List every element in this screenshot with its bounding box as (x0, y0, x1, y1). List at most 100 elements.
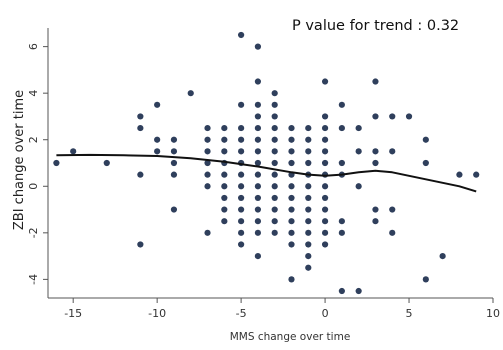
data-point (338, 218, 345, 225)
x-axis-title: MMS change over time (230, 331, 351, 343)
data-point (321, 229, 329, 236)
data-point (271, 183, 278, 190)
data-point (288, 136, 295, 143)
y-tick-label: 6 (27, 43, 40, 50)
data-point (355, 124, 362, 132)
y-tick-label: 4 (27, 90, 40, 97)
data-point (305, 124, 312, 132)
data-point (422, 276, 429, 283)
data-point (238, 31, 245, 39)
data-point (221, 194, 228, 202)
data-point (204, 183, 211, 190)
data-point (321, 113, 329, 120)
data-points (53, 31, 480, 295)
data-point (271, 136, 278, 143)
data-point (338, 159, 345, 167)
data-point (70, 148, 77, 155)
data-point (271, 148, 278, 155)
data-point (288, 148, 295, 155)
data-point (137, 171, 144, 178)
data-point (305, 241, 312, 248)
data-point (254, 159, 262, 167)
data-point (271, 194, 278, 202)
data-point (137, 113, 144, 120)
data-point (288, 229, 295, 236)
data-point (305, 148, 312, 155)
data-point (254, 253, 262, 260)
data-point (288, 194, 295, 202)
data-point (389, 148, 396, 155)
data-point (305, 136, 312, 143)
data-point (271, 124, 278, 132)
data-point (321, 136, 329, 143)
data-point (271, 229, 278, 236)
data-point (254, 206, 262, 213)
data-point (170, 159, 178, 167)
data-point (389, 229, 396, 236)
trend-line (56, 153, 477, 193)
data-point (389, 113, 396, 120)
data-point (321, 241, 329, 248)
data-point (204, 229, 211, 236)
data-point (288, 206, 295, 213)
data-point (221, 218, 228, 225)
data-point (405, 113, 413, 120)
data-point (271, 171, 278, 178)
axes (47, 28, 493, 299)
data-point (238, 148, 245, 155)
data-point (338, 101, 345, 108)
x-tick-label: -5 (236, 307, 247, 320)
data-point (254, 101, 262, 108)
x-tick-label: 5 (406, 307, 413, 320)
data-point (305, 229, 312, 236)
data-point (288, 218, 295, 225)
data-point (355, 287, 362, 295)
data-point (305, 264, 312, 271)
y-tick-label: 2 (27, 136, 40, 143)
data-point (372, 113, 379, 120)
data-point (238, 183, 245, 190)
data-point (170, 171, 178, 178)
x-tick-label: -15 (64, 307, 82, 320)
y-tick-label: 0 (27, 183, 40, 190)
data-point (238, 229, 245, 236)
data-point (271, 218, 278, 225)
data-point (305, 218, 312, 225)
data-point (271, 101, 278, 108)
data-point (254, 183, 262, 190)
data-point (204, 159, 211, 167)
data-point (338, 124, 345, 132)
data-point (254, 124, 262, 132)
data-point (473, 171, 480, 178)
data-point (338, 229, 345, 236)
data-point (321, 124, 329, 132)
data-point (221, 171, 228, 178)
data-point (321, 218, 329, 225)
y-tick-label: -4 (27, 274, 40, 285)
x-tick-label: 10 (486, 307, 500, 320)
data-point (238, 218, 245, 225)
data-point (254, 78, 262, 85)
data-point (355, 183, 362, 190)
data-point (422, 136, 429, 143)
data-point (204, 148, 211, 155)
data-point (338, 287, 345, 295)
data-point (204, 136, 211, 143)
data-point (170, 136, 178, 143)
data-point (372, 159, 379, 167)
data-point (422, 159, 429, 167)
data-point (271, 90, 278, 97)
x-tick-label: 0 (322, 307, 329, 320)
data-point (288, 159, 295, 167)
data-point (238, 241, 245, 248)
data-point (53, 159, 60, 167)
data-point (204, 171, 211, 178)
data-point (305, 194, 312, 202)
data-point (288, 276, 295, 283)
data-point (204, 124, 211, 132)
data-point (305, 183, 312, 190)
data-point (170, 148, 178, 155)
data-point (221, 136, 228, 143)
data-point (154, 101, 161, 108)
